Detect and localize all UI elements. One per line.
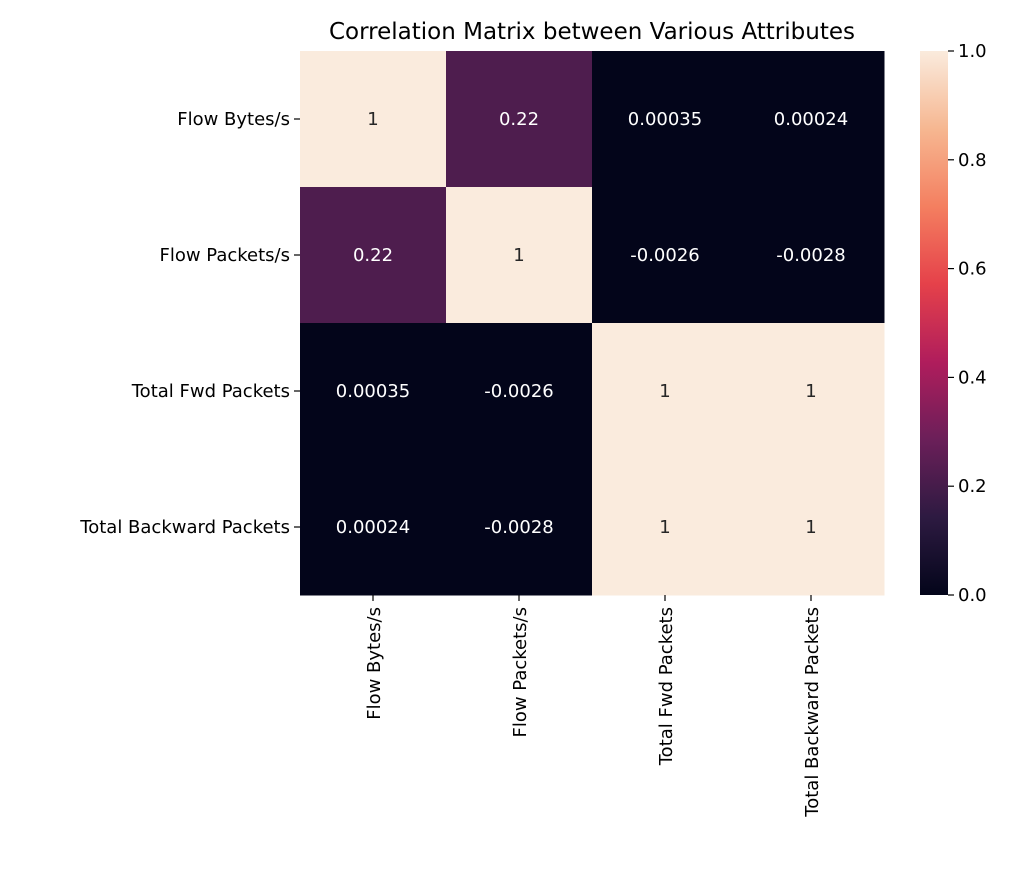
cell-annotation: 0.00035 [336, 381, 410, 402]
heatmap-cell [446, 51, 593, 188]
heatmap-cell [592, 323, 739, 460]
heatmap-cell [592, 51, 739, 188]
cell-annotation: 0.00024 [774, 109, 848, 130]
colorbar-tick-label: 0.0 [958, 585, 987, 606]
heatmap-cell [446, 459, 593, 596]
cell-annotation: 0.22 [353, 245, 393, 266]
column-label: Flow Bytes/s [364, 607, 385, 720]
cell-annotation: 1 [805, 381, 816, 402]
row-label: Total Backward Packets [79, 517, 290, 538]
cell-annotation: 1 [367, 109, 378, 130]
colorbar: 0.0 0.2 0.4 0.6 0.8 1.0 [920, 41, 987, 606]
heatmap-cell [300, 459, 447, 596]
row-label: Total Fwd Packets [131, 381, 290, 402]
column-label: Flow Packets/s [510, 607, 531, 738]
chart-title: Correlation Matrix between Various Attri… [329, 19, 855, 45]
heatmap-cell [738, 323, 885, 460]
colorbar-gradient [920, 51, 948, 595]
column-label: Total Backward Packets [802, 607, 823, 818]
cell-annotation: -0.0026 [484, 381, 553, 402]
column-label: Total Fwd Packets [656, 607, 677, 766]
heatmap-cell [446, 323, 593, 460]
cell-annotation: -0.0028 [776, 245, 845, 266]
cell-annotation: -0.0028 [484, 517, 553, 538]
column-labels: Flow Bytes/s Flow Packets/s Total Fwd Pack… [364, 595, 823, 818]
cell-annotation: 1 [659, 381, 670, 402]
colorbar-tick-label: 1.0 [958, 41, 987, 62]
heatmap-cell [738, 51, 885, 188]
heatmap-cell [300, 187, 447, 324]
heatmap-cell [592, 187, 739, 324]
cell-annotation: 1 [513, 245, 524, 266]
cell-annotation: 0.22 [499, 109, 539, 130]
heatmap-cells: 1 0.22 0.00035 0.00024 0.22 1 -0.0026 -0.0028 0.… [300, 51, 885, 596]
row-label: Flow Bytes/s [177, 109, 290, 130]
cell-annotation: 1 [805, 517, 816, 538]
heatmap-cell [738, 187, 885, 324]
heatmap-cell [592, 459, 739, 596]
cell-annotation: 1 [659, 517, 670, 538]
colorbar-tick-label: 0.4 [958, 367, 987, 388]
colorbar-tick-label: 0.2 [958, 476, 987, 497]
heatmap-cell [446, 187, 593, 324]
heatmap-cell [300, 323, 447, 460]
row-label: Flow Packets/s [159, 245, 290, 266]
row-labels: Flow Bytes/s Flow Packets/s Total Fwd Pack… [79, 109, 300, 538]
colorbar-tick-label: 0.6 [958, 259, 987, 280]
heatmap-cell [300, 51, 447, 188]
colorbar-tick-label: 0.8 [958, 150, 987, 171]
heatmap-cell [738, 459, 885, 596]
cell-annotation: -0.0026 [630, 245, 699, 266]
cell-annotation: 0.00024 [336, 517, 410, 538]
cell-annotation: 0.00035 [628, 109, 702, 130]
